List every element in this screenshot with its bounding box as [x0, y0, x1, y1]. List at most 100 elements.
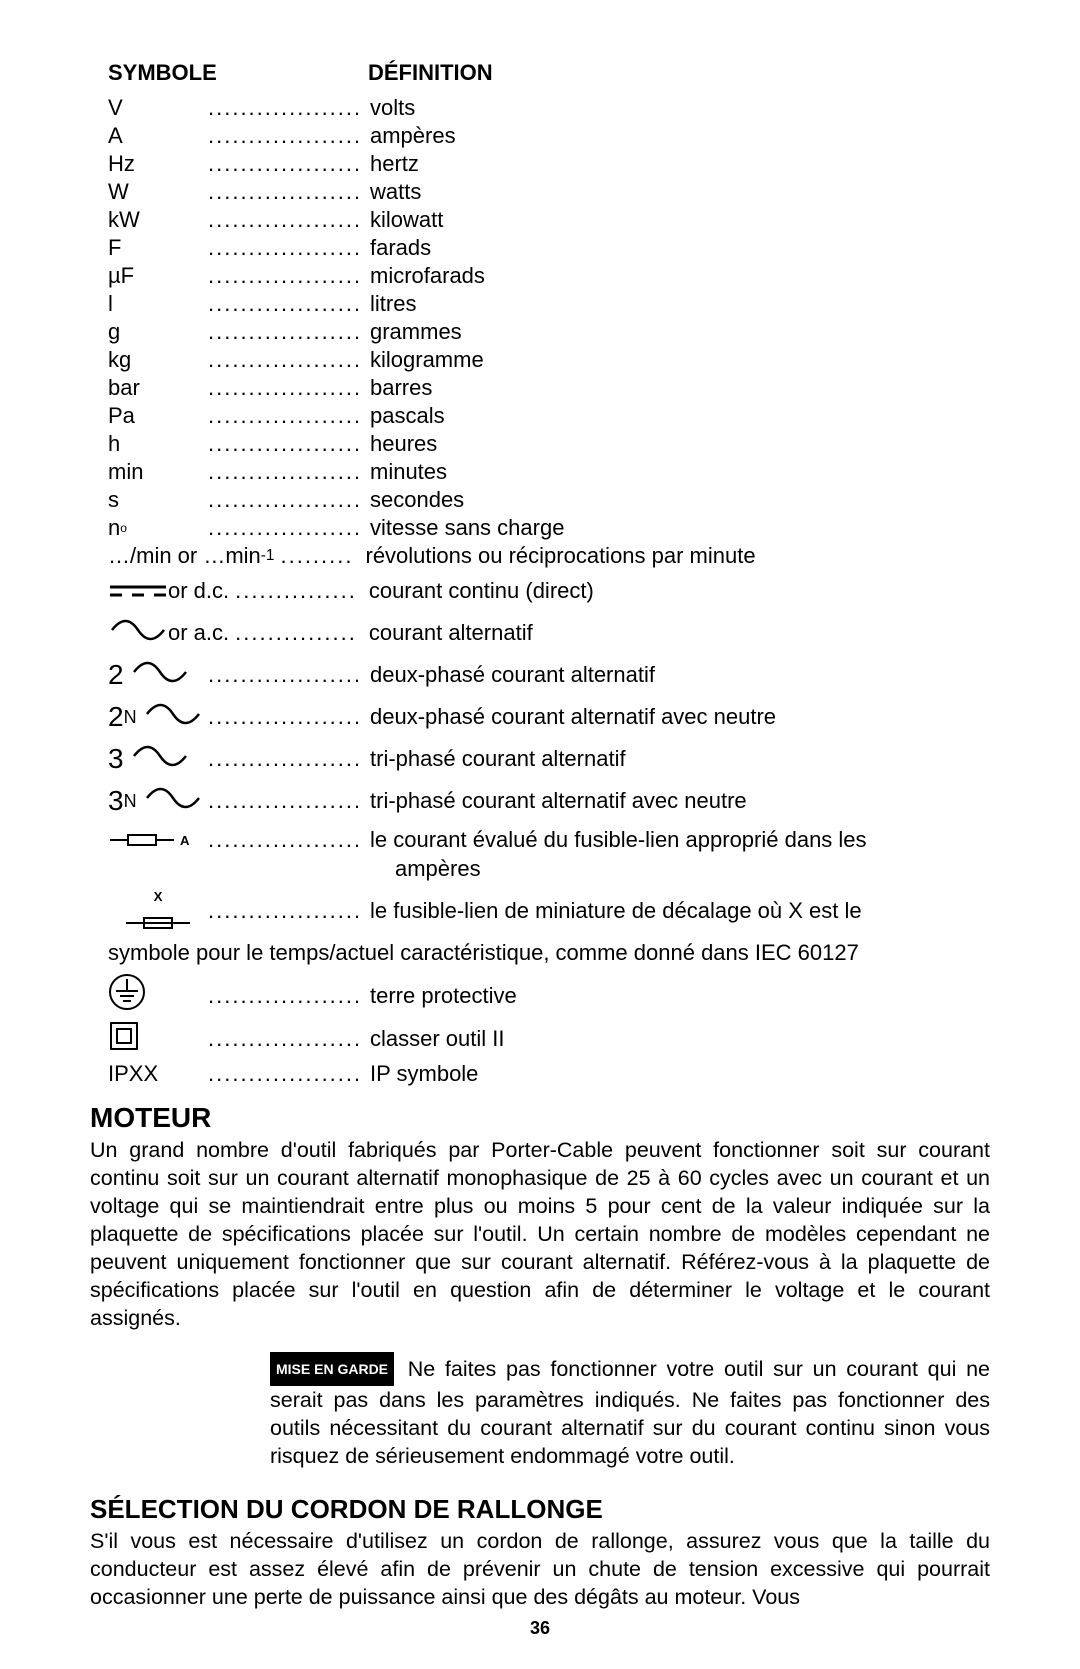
symbol-label: V: [108, 94, 208, 122]
sym-3nphase: 3N: [108, 784, 208, 819]
manual-page: SYMBOLE DÉFINITION V....................…: [0, 0, 1080, 1669]
ac-wave-icon: [143, 700, 203, 735]
def-fuse-x: le fusible-lien de miniature de décalage…: [358, 897, 990, 925]
def-ipxx: IP symbole: [358, 1060, 990, 1088]
definition-text: pascals: [358, 402, 990, 430]
definition-text: minutes: [358, 458, 990, 486]
row-n0: no ........................ vitesse sans…: [108, 514, 990, 542]
dots: ........................: [208, 318, 358, 346]
symbol-label: A: [108, 122, 208, 150]
definition-text: hertz: [358, 150, 990, 178]
def-2phase: deux-phasé courant alternatif: [358, 661, 990, 689]
row-W: W........................watts: [108, 178, 990, 206]
symbol-label: W: [108, 178, 208, 206]
def-3phase: tri-phasé courant alternatif: [358, 745, 990, 773]
row-h: h........................heures: [108, 430, 990, 458]
symbol-table-headers: SYMBOLE DÉFINITION: [90, 60, 990, 86]
earth-icon: [108, 973, 146, 1018]
dots: ........................: [208, 430, 358, 458]
dots: ........................: [208, 486, 358, 514]
dots: ........................: [208, 1025, 358, 1053]
row-2nphase: 2N ........................ deux-phasé c…: [108, 696, 990, 738]
row-permin: …/min or …min-1 ......... révolutions ou…: [108, 542, 990, 570]
dots: ........................: [208, 826, 358, 854]
row-3phase: 3 ........................ tri-phasé cou…: [108, 738, 990, 780]
row-l: l........................litres: [108, 290, 990, 318]
dots: ........................: [208, 290, 358, 318]
dots: ........................: [208, 787, 358, 815]
ac-wave-icon: [130, 658, 190, 693]
dots: ........................: [208, 206, 358, 234]
sym-earth: [108, 973, 208, 1018]
dots: ...............: [235, 619, 357, 647]
def-dc: courant continu (direct): [357, 577, 990, 605]
symbol-label: h: [108, 430, 208, 458]
row-class2: ........................ classer outil I…: [108, 1018, 990, 1060]
definition-text: volts: [358, 94, 990, 122]
row-earth: ........................ terre protectiv…: [108, 973, 990, 1018]
row-F: F........................farads: [108, 234, 990, 262]
sym-dc: or d.c.: [108, 577, 229, 605]
fuse-x-continuation: symbole pour le temps/actuel caractérist…: [108, 939, 990, 967]
cordon-body: S'il vous est nécessaire d'utilisez un c…: [90, 1527, 990, 1611]
row-2phase: 2 ........................ deux-phasé co…: [108, 654, 990, 696]
row-bar: bar........................barres: [108, 374, 990, 402]
dots: ........................: [208, 402, 358, 430]
row-min: min........................minutes: [108, 458, 990, 486]
row-ac: or a.c. ............... courant alternat…: [108, 612, 990, 654]
symbol-label: kg: [108, 346, 208, 374]
def-2nphase: deux-phasé courant alternatif avec neutr…: [358, 703, 990, 731]
dots: ........................: [208, 458, 358, 486]
def-ac: courant alternatif: [357, 619, 990, 647]
def-fuse-a2: ampères: [90, 855, 990, 883]
sym-2nphase: 2N: [108, 700, 208, 735]
row-kg: kg........................kilogramme: [108, 346, 990, 374]
dots: ........................: [208, 703, 358, 731]
page-number: 36: [0, 1618, 1080, 1639]
header-definition: DÉFINITION: [368, 60, 990, 86]
dots: ........................: [208, 514, 358, 542]
header-symbole: SYMBOLE: [90, 60, 368, 86]
sym-n0: no: [108, 514, 208, 542]
ac-wave-icon: [143, 784, 203, 819]
sym-3phase: 3: [108, 742, 208, 777]
symbol-label: l: [108, 290, 208, 318]
symbol-label: F: [108, 234, 208, 262]
fuse-icon: [108, 826, 176, 855]
definition-text: kilowatt: [358, 206, 990, 234]
warning-chip: MISE EN GARDE: [270, 1352, 394, 1386]
sym-permin: …/min or …min-1: [108, 542, 274, 570]
def-3nphase: tri-phasé courant alternatif avec neutre: [358, 787, 990, 815]
sym-class2: [108, 1020, 208, 1059]
cordon-title: SÉLECTION DU CORDON DE RALLONGE: [90, 1494, 990, 1525]
def-fuse-a: le courant évalué du fusible-lien approp…: [358, 826, 990, 854]
ac-wave-icon: [130, 742, 190, 777]
moteur-title: MOTEUR: [90, 1102, 990, 1134]
sym-fuse-a: A: [108, 826, 208, 855]
dots: ........................: [208, 1060, 358, 1088]
definition-text: watts: [358, 178, 990, 206]
dots: ........................: [208, 661, 358, 689]
def-n0: vitesse sans charge: [358, 514, 990, 542]
dots: ........................: [208, 150, 358, 178]
row-ipxx: IPXX ........................ IP symbole: [108, 1060, 990, 1088]
row-kW: kW........................kilowatt: [108, 206, 990, 234]
sym-ac: or a.c.: [108, 616, 229, 651]
symbol-label: kW: [108, 206, 208, 234]
row-Pa: Pa........................pascals: [108, 402, 990, 430]
row-V: V........................volts: [108, 94, 990, 122]
dots: .........: [280, 542, 353, 570]
definition-text: grammes: [358, 318, 990, 346]
symbol-label: min: [108, 458, 208, 486]
dots: ........................: [208, 745, 358, 773]
row-3nphase: 3N ........................ tri-phasé co…: [108, 780, 990, 822]
symbol-label: g: [108, 318, 208, 346]
dots: ........................: [208, 178, 358, 206]
dots: ........................: [208, 122, 358, 150]
dots: ........................: [208, 262, 358, 290]
symbol-label: µF: [108, 262, 208, 290]
row-fuse-x: X ........................ le fusible-li…: [108, 883, 990, 939]
definition-text: heures: [358, 430, 990, 458]
row-dc: or d.c. ............... courant continu …: [108, 570, 990, 612]
moteur-body: Un grand nombre d'outil fabriqués par Po…: [90, 1136, 990, 1332]
